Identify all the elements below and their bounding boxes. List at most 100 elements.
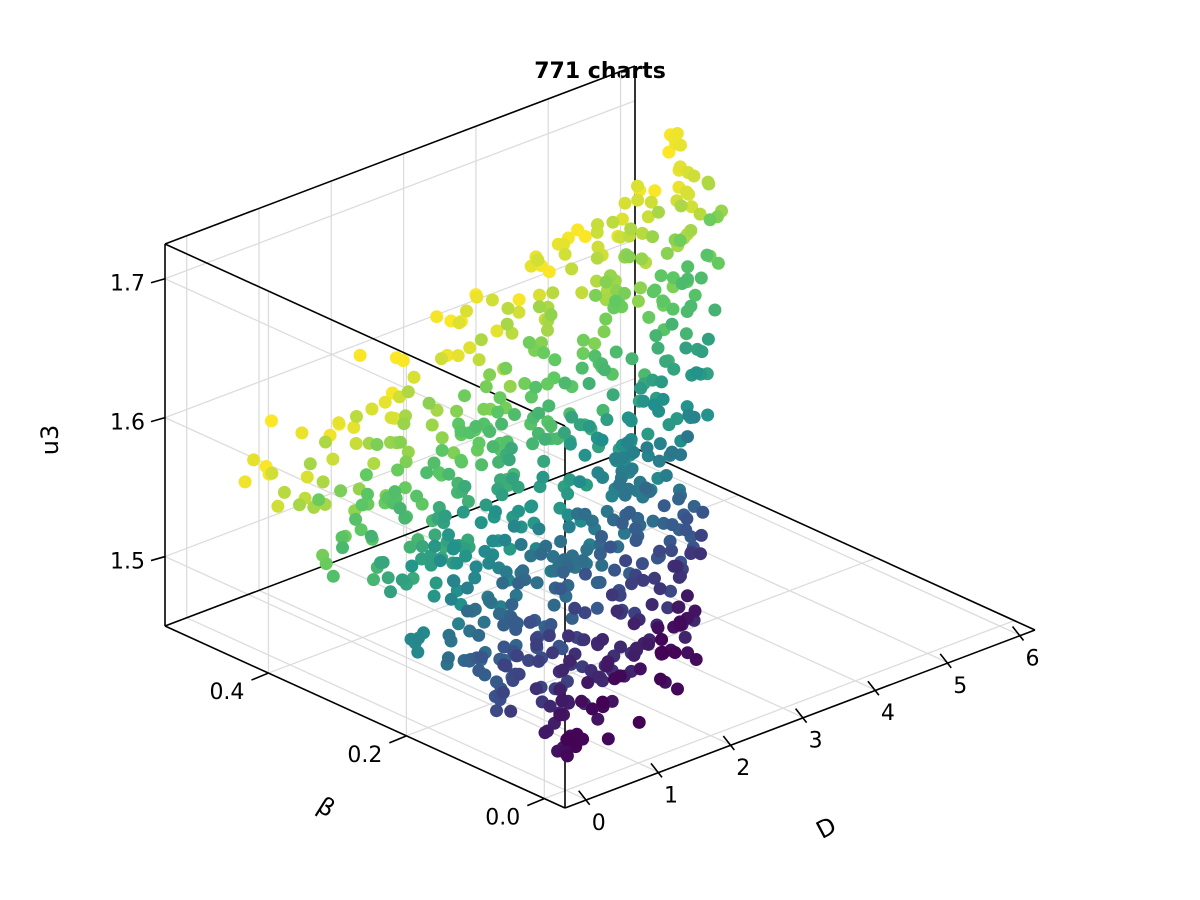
data-point <box>695 345 709 359</box>
data-point <box>641 427 655 441</box>
data-point <box>524 500 538 514</box>
data-point <box>319 557 333 571</box>
data-point <box>625 577 638 591</box>
data-point <box>442 528 455 542</box>
data-point <box>631 193 645 207</box>
data-point <box>609 294 623 308</box>
axis-edge <box>164 447 636 627</box>
data-point <box>597 325 611 339</box>
data-point <box>657 499 671 513</box>
grid-line-floor-x <box>186 617 587 801</box>
data-point <box>456 505 470 519</box>
data-point <box>300 470 314 484</box>
data-point <box>397 417 411 431</box>
data-point <box>461 604 474 618</box>
data-point <box>651 621 665 635</box>
data-point <box>600 413 614 427</box>
data-point <box>546 646 560 660</box>
data-point <box>595 530 608 543</box>
data-point <box>596 695 610 709</box>
data-point <box>599 275 613 289</box>
data-point <box>429 576 443 590</box>
data-point <box>532 654 546 668</box>
data-point <box>505 598 519 611</box>
data-point <box>458 389 471 403</box>
data-point <box>593 575 607 589</box>
data-point <box>671 600 685 614</box>
data-point <box>684 224 698 237</box>
data-point <box>560 733 574 747</box>
data-point <box>627 446 641 459</box>
data-point <box>503 379 517 393</box>
data-point <box>427 589 441 603</box>
data-point <box>500 317 514 331</box>
data-point <box>646 514 660 528</box>
x-tick-mark <box>650 762 663 778</box>
data-point <box>654 646 668 660</box>
data-point <box>631 294 645 308</box>
x-tick-mark <box>578 790 591 806</box>
data-point <box>472 628 486 642</box>
data-point <box>523 615 537 629</box>
data-point <box>556 565 570 579</box>
data-point <box>585 702 599 716</box>
data-point <box>623 505 636 519</box>
z-tick-mark <box>150 416 166 423</box>
data-point <box>446 542 460 556</box>
data-point <box>474 333 488 347</box>
data-point <box>610 604 624 618</box>
data-point <box>670 127 684 140</box>
data-point <box>482 594 496 608</box>
data-point <box>605 588 619 602</box>
data-point <box>674 199 688 213</box>
data-point <box>670 559 684 573</box>
data-point <box>422 396 436 410</box>
data-point <box>514 538 528 551</box>
data-point <box>598 363 612 377</box>
data-point <box>326 569 340 583</box>
data-point <box>711 256 725 270</box>
data-point <box>354 523 368 537</box>
data-point <box>562 629 575 643</box>
data-point <box>578 606 592 620</box>
x-tick-mark <box>1011 625 1025 641</box>
data-point <box>452 617 465 631</box>
data-point <box>659 469 673 482</box>
data-point <box>412 631 425 645</box>
z-tick-mark <box>150 555 166 562</box>
data-point <box>335 530 349 544</box>
data-point <box>622 250 636 264</box>
data-point <box>696 505 710 519</box>
data-point <box>434 352 448 366</box>
z-axis-label: u3 <box>36 425 64 455</box>
data-point <box>355 498 369 512</box>
data-point <box>482 556 496 570</box>
data-point <box>563 654 577 668</box>
x-tick-mark <box>867 680 880 696</box>
data-point <box>395 573 409 587</box>
data-point <box>401 445 415 459</box>
data-point <box>680 512 694 526</box>
data-point <box>636 573 650 587</box>
data-point <box>561 508 575 522</box>
data-point <box>561 487 575 501</box>
data-point <box>688 288 702 302</box>
data-point <box>703 213 717 227</box>
data-point <box>619 554 633 568</box>
data-point <box>653 544 666 558</box>
data-point <box>642 310 656 324</box>
data-point <box>401 385 415 399</box>
data-point <box>557 237 571 251</box>
grid-line-back-z <box>164 239 636 419</box>
data-point <box>624 222 638 236</box>
data-point <box>679 523 693 537</box>
data-point <box>319 435 332 449</box>
grid-line-floor-x <box>331 562 732 746</box>
data-point <box>526 437 540 451</box>
data-point <box>496 686 510 699</box>
data-point <box>388 485 402 499</box>
data-point <box>512 504 525 518</box>
data-point <box>591 466 605 480</box>
data-point <box>632 715 646 729</box>
data-point <box>593 547 607 561</box>
